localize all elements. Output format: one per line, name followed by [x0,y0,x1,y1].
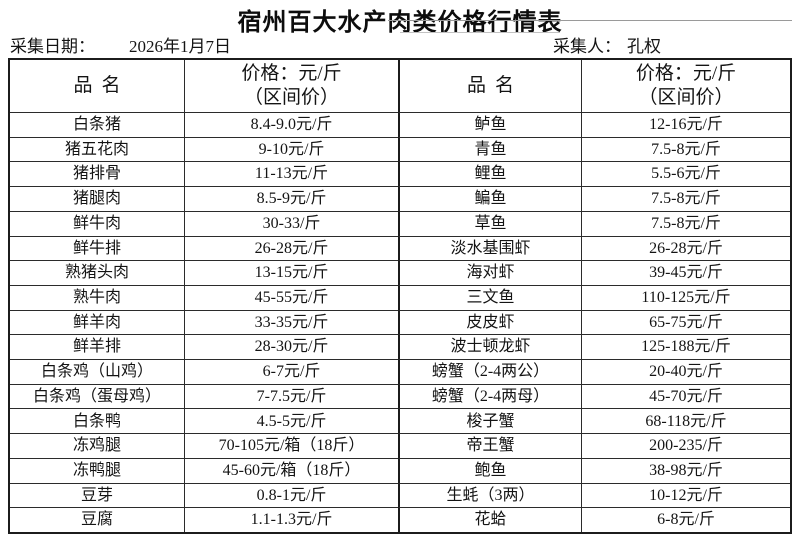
product-name-cell: 鲜牛排 [10,235,184,261]
collector-label: 采集人： [553,37,621,56]
product-name-cell: 螃蟹（2-4两母） [398,383,581,409]
price-cell: 70-105元/箱（18斤） [184,433,398,458]
price-cell: 26-28元/斤 [581,235,790,261]
price-cell: 200-235/斤 [581,433,790,458]
price-cell: 0.8-1元/斤 [184,482,398,508]
price-cell: 7.5-8元/斤 [581,210,790,236]
faint-gridline-meta [400,32,560,33]
price-cell: 45-60元/箱（18斤） [184,457,398,483]
header-price-left: 价格：元/斤 （区间价） [184,60,398,112]
price-cell: 1.1-1.3元/斤 [184,507,398,532]
product-name-cell: 冻鸡腿 [10,433,184,458]
header-price-right: 价格：元/斤 （区间价） [581,60,790,112]
price-cell: 45-70元/斤 [581,383,790,409]
header-price-right-range: （区间价） [638,87,734,108]
product-name-cell: 白条猪 [10,112,184,137]
product-name-cell: 冻鸭腿 [10,457,184,483]
price-cell: 11-13元/斤 [184,161,398,187]
price-cell: 65-75元/斤 [581,309,790,335]
header-price-right-unit: 价格：元/斤 [635,63,737,84]
collector: 采集人： 孔权 [553,32,661,57]
header-price-left-unit: 价格：元/斤 [241,63,342,84]
price-cell: 45-55元/斤 [184,284,398,310]
price-cell: 9-10元/斤 [184,136,398,162]
product-name-cell: 鲜牛肉 [10,210,184,236]
product-name-cell: 花蛤 [398,507,581,532]
product-name-cell: 鲍鱼 [398,457,581,483]
faint-gridline-top [388,20,792,21]
price-cell: 8.4-9.0元/斤 [184,112,398,137]
page-title: 宿州百大水产肉类价格行情表 [237,9,563,36]
collection-date: 采集日期： 2026年1月7日 [10,32,231,57]
product-name-cell: 淡水基围虾 [398,235,581,261]
product-name-cell: 青鱼 [398,136,581,162]
collector-value: 孔权 [627,37,661,56]
product-name-cell: 生蚝（3两） [398,482,581,508]
price-cell: 68-118元/斤 [581,408,790,434]
price-cell: 4.5-5元/斤 [184,408,398,434]
product-name-cell: 帝王蟹 [398,433,581,458]
price-cell: 7-7.5元/斤 [184,383,398,409]
product-name-cell: 鲤鱼 [398,161,581,187]
price-cell: 5.5-6元/斤 [581,161,790,187]
price-cell: 39-45元/斤 [581,260,790,285]
product-name-cell: 鲈鱼 [398,112,581,137]
product-name-cell: 鲜羊肉 [10,309,184,335]
collection-date-value: 2026年1月7日 [129,37,231,56]
price-cell: 28-30元/斤 [184,334,398,360]
product-name-cell: 波士顿龙虾 [398,334,581,360]
price-cell: 8.5-9元/斤 [184,186,398,211]
product-name-cell: 猪五花肉 [10,136,184,162]
product-name-cell: 白条鸡（蛋母鸡） [10,383,184,409]
price-cell: 20-40元/斤 [581,359,790,384]
collection-date-label: 采集日期： [10,37,95,56]
price-cell: 125-188元/斤 [581,334,790,360]
product-name-cell: 皮皮虾 [398,309,581,335]
price-cell: 38-98元/斤 [581,457,790,483]
product-name-cell: 白条鸭 [10,408,184,433]
header-name-right: 品名 [398,60,581,112]
price-cell: 30-33/斤 [184,210,398,236]
price-cell: 10-12元/斤 [581,482,790,508]
product-name-cell: 螃蟹（2-4两公） [398,359,581,384]
product-name-cell: 鲜羊排 [10,334,184,359]
product-name-cell: 熟牛肉 [10,284,184,310]
product-name-cell: 豆腐 [10,507,184,532]
price-cell: 6-7元/斤 [184,359,398,384]
product-name-cell: 猪腿肉 [10,186,184,211]
price-cell: 6-8元/斤 [581,507,790,532]
product-name-cell: 豆芽 [10,482,184,508]
product-name-cell: 草鱼 [398,210,581,236]
price-cell: 13-15元/斤 [184,260,398,285]
product-name-cell: 熟猪头肉 [10,260,184,285]
price-cell: 110-125元/斤 [581,284,790,310]
price-table: 品名 价格：元/斤 （区间价） 品名 价格：元/斤 （区间价） 白条猪 8.4-9… [8,58,792,534]
product-name-cell: 梭子蟹 [398,408,581,434]
product-name-cell: 白条鸡（山鸡） [10,359,184,384]
header-name-left: 品名 [73,74,130,96]
price-cell: 7.5-8元/斤 [581,136,790,162]
header-price-left-range: （区间价） [243,87,339,108]
price-cell: 33-35元/斤 [184,309,398,335]
product-name-cell: 海对虾 [398,260,581,285]
product-name-cell: 三文鱼 [398,284,581,310]
product-name-cell: 猪排骨 [10,161,184,186]
price-cell: 26-28元/斤 [184,235,398,261]
product-name-cell: 鳊鱼 [398,186,581,211]
price-cell: 7.5-8元/斤 [581,186,790,211]
price-cell: 12-16元/斤 [581,112,790,137]
